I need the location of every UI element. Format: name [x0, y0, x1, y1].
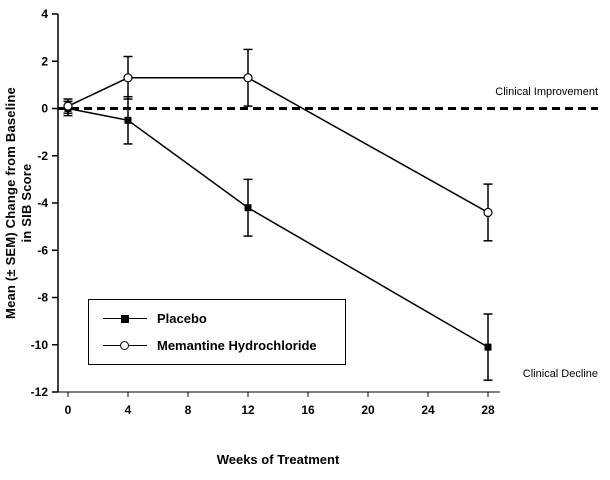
- x-tick-label: 12: [241, 403, 255, 417]
- x-tick-label: 20: [361, 403, 375, 417]
- y-tick-label: -6: [37, 243, 48, 257]
- legend-label-placebo: Placebo: [157, 311, 207, 326]
- y-tick-label: 4: [41, 7, 48, 21]
- series-placebo: [63, 95, 493, 381]
- x-tick-label: 24: [421, 403, 435, 417]
- x-tick-label: 8: [185, 403, 192, 417]
- legend-item-placebo: Placebo: [103, 311, 331, 326]
- y-tick-label: 2: [41, 54, 48, 68]
- y-axis-label: Mean (± SEM) Change from Baseline in SIB…: [3, 5, 37, 401]
- filled-square-icon: [121, 314, 129, 323]
- y-axis-label-line2: in SIB Score: [19, 163, 34, 243]
- x-tick-label: 16: [301, 403, 315, 417]
- x-tick-label: 0: [65, 403, 72, 417]
- y-axis-label-line1: Mean (± SEM) Change from Baseline: [3, 87, 18, 319]
- series-memantine: [63, 48, 493, 242]
- x-axis-label: Weeks of Treatment: [216, 452, 340, 467]
- clinical-improvement-annotation: Clinical Improvement: [495, 86, 598, 98]
- y-tick-label: 0: [41, 102, 48, 116]
- legend: Placebo Memantine Hydrochloride: [88, 299, 346, 365]
- y-tick-label: -2: [37, 149, 48, 163]
- placebo-marker-sample: [103, 314, 147, 324]
- y-tick-label: -10: [31, 338, 49, 352]
- x-axis: 0 4 8 12 16 20 24 28: [58, 391, 500, 417]
- clinical-decline-annotation: Clinical Decline: [522, 368, 598, 380]
- open-circle-icon: [120, 340, 129, 350]
- y-tick-label: -4: [37, 196, 48, 210]
- x-tick-label: 28: [481, 403, 495, 417]
- y-axis: -12 -10 -8 -6 -4 -2 0 2 4: [31, 7, 59, 399]
- legend-label-memantine: Memantine Hydrochloride: [157, 338, 317, 353]
- legend-item-memantine: Memantine Hydrochloride: [103, 338, 331, 353]
- memantine-marker-sample: [103, 340, 147, 351]
- y-tick-label: -12: [31, 385, 49, 399]
- y-tick-label: -8: [37, 291, 48, 305]
- x-tick-label: 4: [125, 403, 132, 417]
